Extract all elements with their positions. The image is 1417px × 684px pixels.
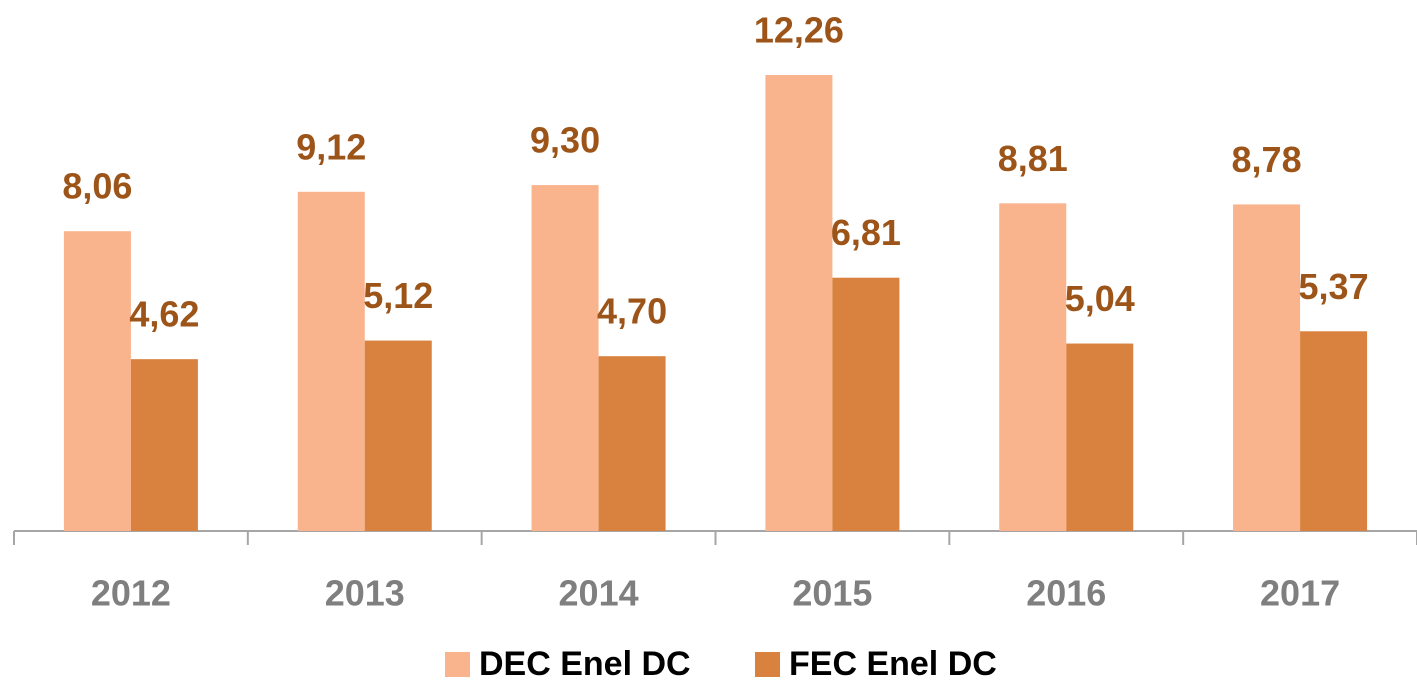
data-label: 8,81 [998, 138, 1068, 179]
x-tick-label: 2017 [1260, 573, 1340, 614]
x-tick-label: 2016 [1026, 573, 1106, 614]
bar [832, 277, 900, 531]
bar [1233, 204, 1301, 532]
bar [1066, 343, 1134, 531]
x-tick-label: 2014 [559, 573, 639, 614]
bar [765, 75, 833, 531]
data-label: 6,81 [831, 212, 901, 253]
data-label: 5,37 [1299, 266, 1369, 307]
legend-swatch [445, 652, 470, 677]
bar [598, 356, 666, 531]
bar [297, 191, 365, 532]
legend-swatch [755, 652, 780, 677]
data-label: 9,12 [296, 126, 366, 167]
data-label: 8,06 [62, 166, 132, 207]
data-label: 4,62 [129, 294, 199, 335]
x-tick-label: 2015 [792, 573, 872, 614]
data-label: 4,70 [597, 291, 667, 332]
bar [531, 185, 599, 532]
bar [364, 340, 432, 531]
data-label: 5,12 [363, 275, 433, 316]
x-tick-label: 2013 [325, 573, 405, 614]
bar [1300, 331, 1368, 531]
data-label: 12,26 [754, 10, 844, 51]
x-tick-label: 2012 [91, 573, 171, 614]
bar [130, 359, 198, 531]
data-label: 9,30 [530, 120, 600, 161]
bar [999, 203, 1067, 531]
legend-label: FEC Enel DC [789, 645, 997, 683]
legend-label: DEC Enel DC [479, 645, 691, 683]
data-label: 5,04 [1065, 278, 1135, 319]
bar [63, 231, 131, 531]
data-label: 8,78 [1232, 139, 1302, 180]
